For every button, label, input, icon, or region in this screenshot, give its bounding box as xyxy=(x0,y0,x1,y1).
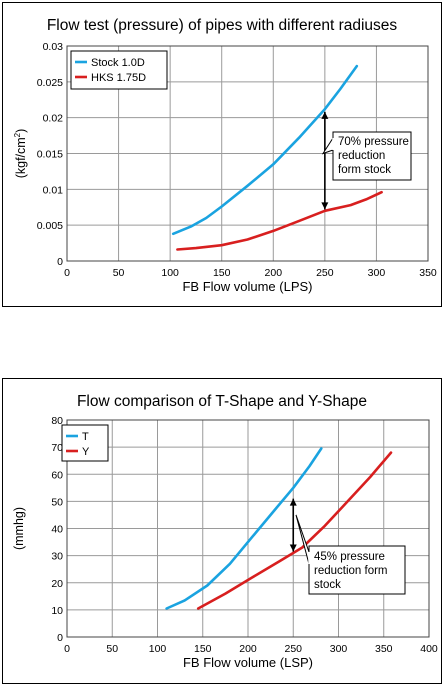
chart-panel-pressure: Flow test (pressure) of pipes with diffe… xyxy=(2,2,442,307)
x-axis-label: FB Flow volume (LSP) xyxy=(183,655,313,670)
y-tick-label: 0.02 xyxy=(43,113,64,125)
y-axis-label-close: ) xyxy=(14,129,28,133)
x-tick-label: 350 xyxy=(419,267,437,279)
flow-comparison-chart: 0 50 100 150 200 250 300 350 400 0 10 20 30 40 50 60 70 8… xyxy=(12,415,438,670)
legend-box xyxy=(70,50,168,90)
x-tick-label: 200 xyxy=(265,267,283,279)
y-tick-label: 0.025 xyxy=(37,77,63,89)
x-tick-label: 0 xyxy=(64,643,70,655)
x-tick-label: 150 xyxy=(213,267,231,279)
y-tick-label: 60 xyxy=(51,469,63,481)
callout-box xyxy=(332,131,412,181)
chart-panel-flow-comparison: Flow comparison of T-Shape and Y-Shape 0… xyxy=(2,378,442,684)
x-tick-label: 100 xyxy=(149,643,167,655)
y-tick-label: 0.01 xyxy=(43,184,64,196)
x-tick-label: 250 xyxy=(284,643,302,655)
plot-area xyxy=(66,45,429,262)
legend-label: Stock 1.0D xyxy=(91,57,145,69)
chart-title: Flow test (pressure) of pipes with diffe… xyxy=(46,17,398,34)
x-tick-label: 50 xyxy=(106,643,118,655)
x-tick-label: 0 xyxy=(64,267,70,279)
y-tick-label: 0.005 xyxy=(37,220,63,232)
y-axis-label-superscript: 2 xyxy=(13,132,22,137)
callout-text: stock xyxy=(314,579,341,591)
callout-text: form stock xyxy=(338,164,391,176)
series-line-0 xyxy=(171,64,359,236)
callout-text: reduction form xyxy=(314,565,388,577)
x-tick-label: 150 xyxy=(194,643,212,655)
x-tick-label: 100 xyxy=(161,267,179,279)
x-tick-label: 300 xyxy=(330,643,348,655)
y-tick-label: 20 xyxy=(51,578,63,590)
x-tick-label: 300 xyxy=(368,267,386,279)
legend-label: HKS 1.75D xyxy=(91,72,146,84)
annotation-arrowhead xyxy=(289,544,297,552)
y-tick-label: 30 xyxy=(51,551,63,563)
annotation-arrowhead xyxy=(321,202,329,210)
y-axis-label-main: (kgf/cm xyxy=(14,137,28,178)
y-axis-label: (mmhg) xyxy=(12,507,26,550)
plot-area xyxy=(66,419,430,638)
callout-pointer xyxy=(295,514,310,565)
y-tick-label: 70 xyxy=(51,442,63,454)
x-tick-label: 400 xyxy=(420,643,438,655)
callout-text: 45% pressure xyxy=(314,551,385,563)
legend-box xyxy=(61,424,109,462)
annotation-arrowhead xyxy=(289,498,297,506)
y-tick-label: 0 xyxy=(57,256,63,268)
y-tick-label: 10 xyxy=(51,605,63,617)
y-tick-label: 0.015 xyxy=(37,149,63,161)
chart-title: Flow comparison of T-Shape and Y-Shape xyxy=(76,393,368,410)
x-tick-label: 350 xyxy=(375,643,393,655)
x-axis-label: FB Flow volume (LPS) xyxy=(182,279,312,294)
series-line-0 xyxy=(165,447,323,610)
y-tick-label: 80 xyxy=(51,415,63,427)
y-tick-label: 40 xyxy=(51,524,63,536)
series-line-1 xyxy=(196,451,393,610)
legend-label: T xyxy=(82,431,89,443)
pressure-chart: 0 50 100 150 200 250 300 350 0 0.005 0.01 0.015 0.02… xyxy=(13,41,437,294)
callout-box xyxy=(308,545,406,595)
x-tick-label: 200 xyxy=(239,643,257,655)
x-tick-label: 50 xyxy=(113,267,125,279)
y-tick-label: 0.03 xyxy=(43,41,64,53)
annotation-arrowhead xyxy=(321,111,329,119)
x-tick-label: 250 xyxy=(316,267,334,279)
callout-text: 70% pressure xyxy=(338,136,409,148)
callout-text: reduction xyxy=(338,150,385,162)
series-line-1 xyxy=(176,190,383,251)
legend-label: Y xyxy=(82,446,90,458)
y-tick-label: 0 xyxy=(57,632,63,644)
y-tick-label: 50 xyxy=(51,496,63,508)
y-axis-label: (kgf/cm2) xyxy=(13,129,28,179)
